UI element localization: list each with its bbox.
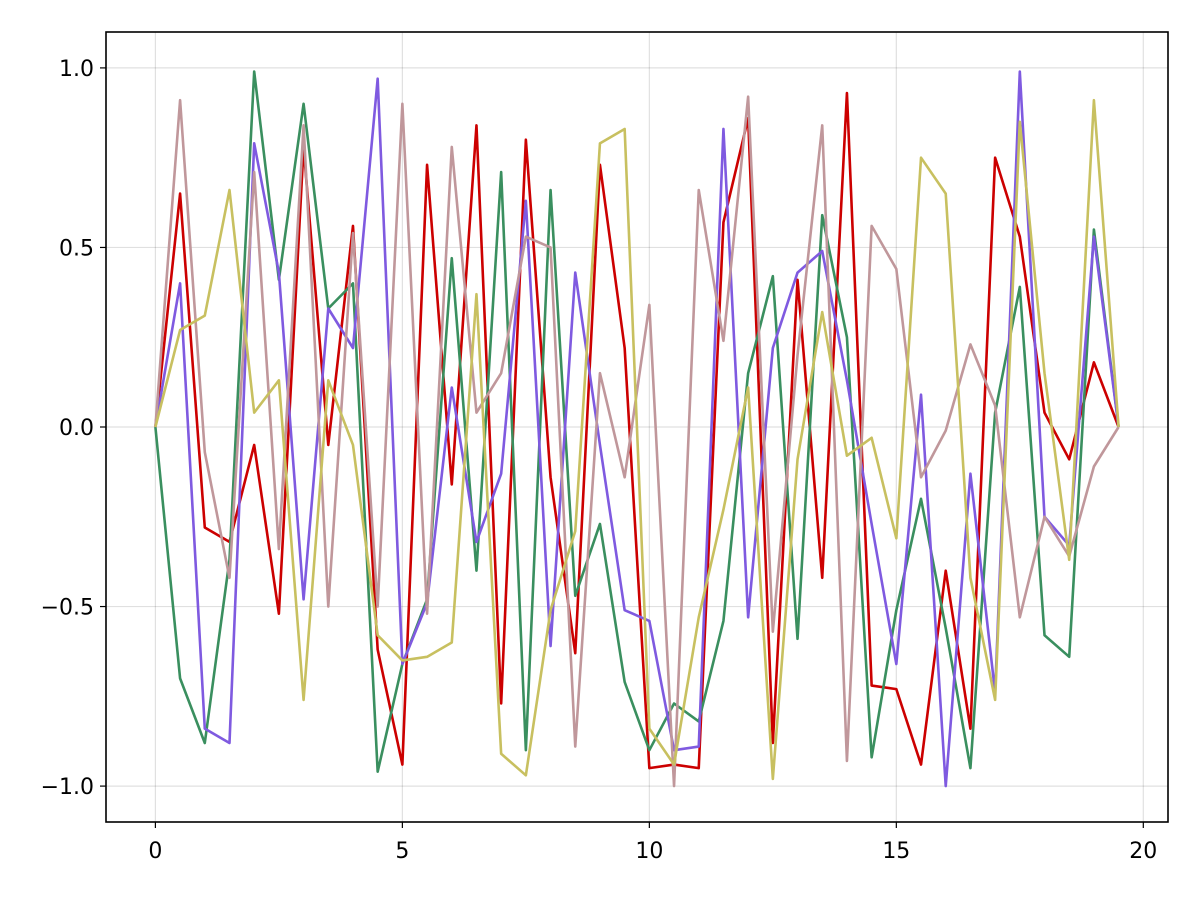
y-tick-label: −1.0 xyxy=(41,775,94,800)
x-tick-label: 0 xyxy=(148,839,162,864)
series-line-2 xyxy=(154,70,1120,774)
series-layer xyxy=(154,70,1120,788)
y-axis: −1.0 −0.5 0.0 0.5 1.0 xyxy=(41,57,106,800)
y-tick-label: 0.5 xyxy=(59,236,94,261)
series-line-3 xyxy=(154,70,1120,788)
y-tick-label: 0.0 xyxy=(59,416,94,441)
x-axis: 0 5 10 15 20 xyxy=(148,822,1157,864)
series-line-5 xyxy=(154,98,1120,781)
x-tick-label: 10 xyxy=(635,839,663,864)
y-tick-label: −0.5 xyxy=(41,596,94,621)
x-tick-label: 15 xyxy=(882,839,910,864)
series-line-1 xyxy=(154,91,1120,770)
x-tick-label: 5 xyxy=(395,839,409,864)
x-tick-label: 20 xyxy=(1129,839,1157,864)
y-tick-label: 1.0 xyxy=(59,57,94,82)
